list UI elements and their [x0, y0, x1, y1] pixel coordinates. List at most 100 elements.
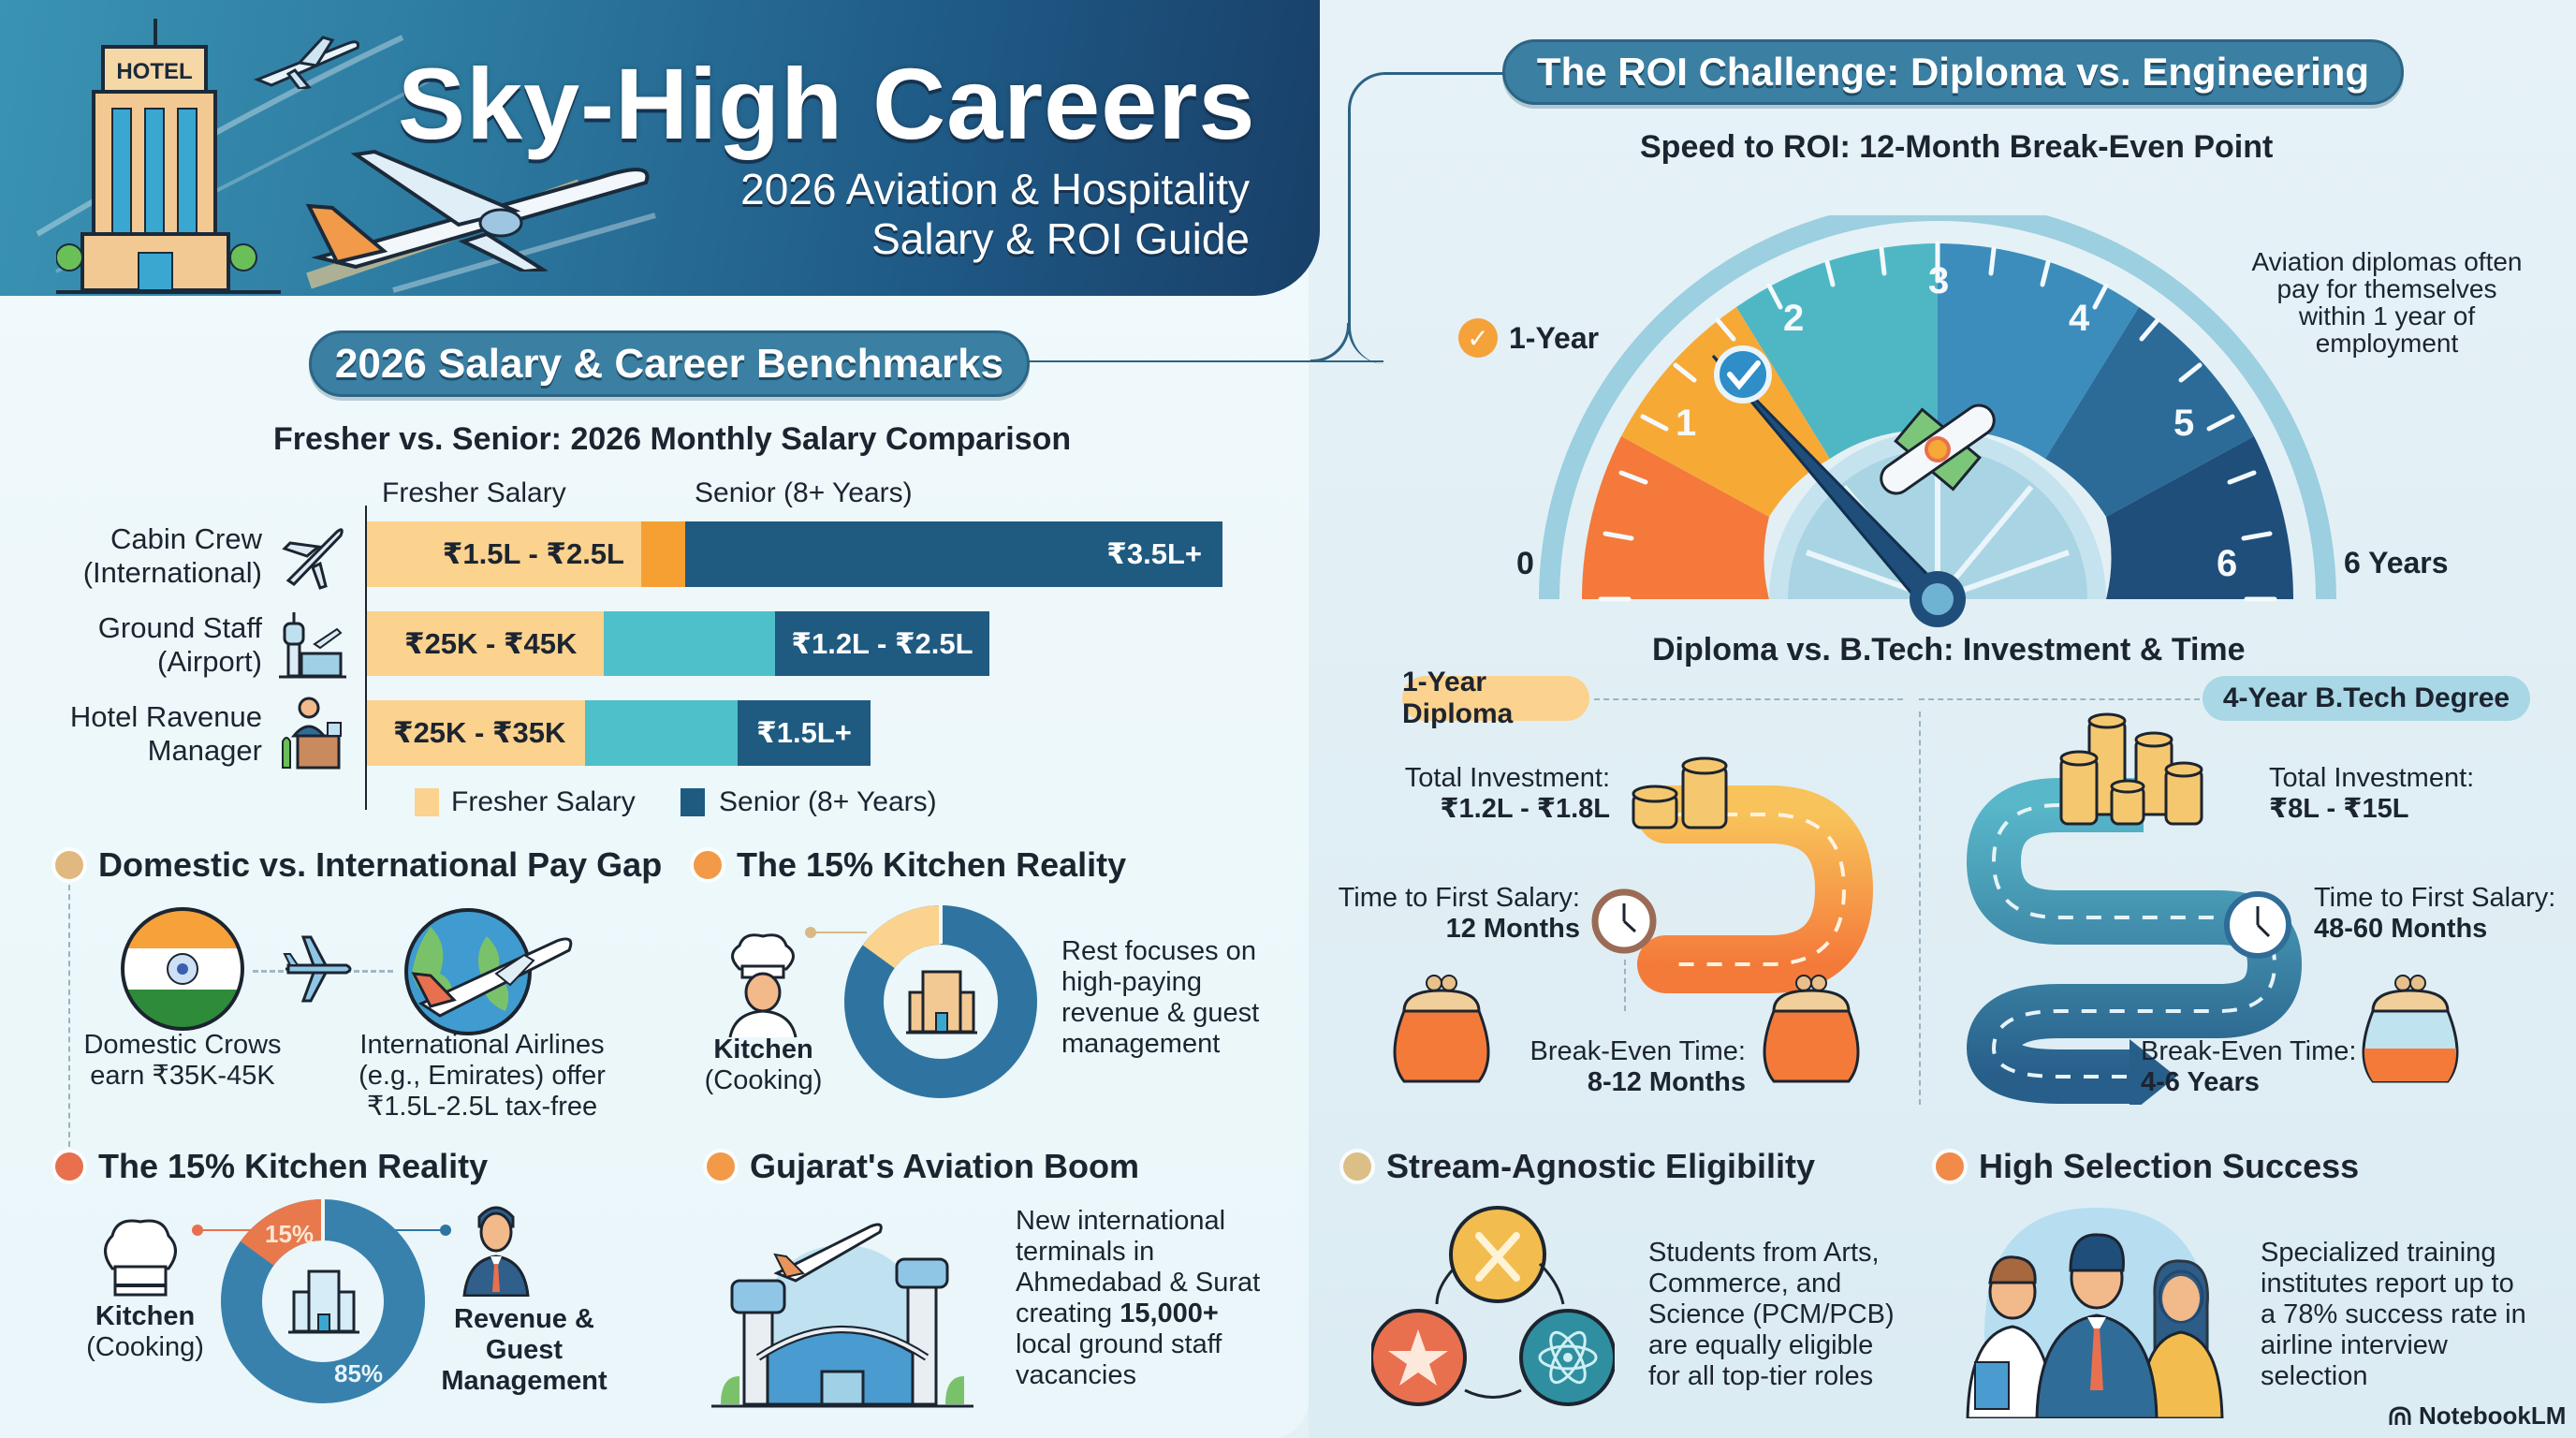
gujarat-heading: Gujarat's Aviation Boom [707, 1147, 1139, 1186]
kitchen-donut-chart-b [221, 1198, 425, 1403]
bar-senior-cabin-crew: ₹3.5L+ [685, 521, 1222, 587]
diploma-label-pill: 1-Year Diploma [1402, 667, 1589, 729]
roi-gauge [1539, 215, 2336, 627]
diploma-time-to-salary: Time to First Salary: 12 Months [1338, 883, 1580, 944]
revenue-guest-label: Revenue & Guest Management [441, 1304, 607, 1396]
kitchen-label-a: Kitchen (Cooking) [704, 1034, 823, 1095]
bar-senior-ground-staff: ₹1.2L - ₹2.5L [775, 611, 989, 676]
btech-breakeven: Break-Even Time: 4-6 Years [2141, 1036, 2357, 1097]
row-label-hotel-revenue-manager: Hotel Ravenue Manager [69, 700, 262, 767]
gauge-tick-2: 2 [1783, 298, 1805, 339]
small-airplane-icon [253, 36, 359, 89]
dashed-connector [1624, 960, 1626, 1011]
bar-fresher-ground-staff: ₹25K - ₹45K [367, 611, 604, 676]
diploma-investment: Total Investment: ₹1.2L - ₹1.8L [1404, 763, 1610, 824]
bullet-dot [707, 1152, 735, 1181]
benchmarks-section-pill: 2026 Salary & Career Benchmarks [309, 330, 1030, 397]
successful-team-icon [1966, 1208, 2224, 1418]
pay-gap-heading: Domestic vs. International Pay Gap [55, 845, 662, 885]
gauge-title: Speed to ROI: 12-Month Break-Even Point [1640, 129, 2274, 165]
btech-time-to-salary: Time to First Salary: 48-60 Months [2314, 883, 2556, 944]
bullet-dot [55, 851, 83, 879]
bullet-dot [1343, 1152, 1371, 1181]
chef-icon [728, 933, 798, 1038]
hotel-building-icon: HOTEL [56, 19, 281, 294]
airport-terminal-icon [711, 1223, 973, 1408]
revenue-pointer-line [379, 1229, 445, 1231]
gauge-tick-0: 0 [1516, 546, 1534, 581]
gauge-tick-4: 4 [2069, 298, 2090, 339]
front-desk-icon [282, 697, 342, 770]
check-icon: ✓ [1458, 318, 1498, 358]
gauge-tick-6: 6 [2217, 543, 2238, 584]
salary-chart-title: Fresher vs. Senior: 2026 Monthly Salary … [273, 421, 1072, 457]
kitchen-label-b: Kitchen (Cooking) [86, 1301, 204, 1362]
revenue-pointer-dot [440, 1225, 451, 1236]
banner-title: Sky-High Careers [398, 47, 1256, 160]
divider-dashed-left [1594, 698, 1903, 700]
airplane-icon [282, 528, 344, 590]
banner-subtitle-line2: Salary & ROI Guide [871, 214, 1250, 263]
timeline-dashed-line [68, 875, 70, 1147]
btech-road [1966, 778, 2303, 1105]
airplane-icon [283, 935, 352, 1003]
large-airplane-icon [305, 149, 650, 271]
kitchen-pointer-dot-a [805, 927, 816, 938]
bar-mid-ground-staff [604, 611, 775, 676]
gujarat-description: New international terminals in Ahmedabad… [1016, 1206, 1261, 1390]
globe-airplane-icon [404, 908, 573, 1035]
chef-hat-icon [104, 1219, 177, 1297]
col-header-senior: Senior (8+ Years) [695, 477, 913, 508]
chart-axis [365, 506, 367, 810]
bar-senior-hotel-revenue: ₹1.5L+ [738, 700, 871, 766]
row-label-ground-staff: Ground Staff (Airport) [97, 611, 262, 678]
manager-person-icon [462, 1206, 530, 1297]
bullet-dot [1936, 1152, 1964, 1181]
pill-connector-h2 [1393, 72, 1505, 75]
divider-dashed-right [1919, 698, 2200, 700]
pill-connector-h1 [1028, 360, 1383, 364]
stream-cycle-icon [1371, 1206, 1615, 1406]
kitchen-description-a: Rest focuses on high-paying revenue & gues… [1061, 936, 1260, 1059]
kitchen-pointer-line-a [811, 932, 867, 933]
india-flag-icon [121, 907, 244, 1031]
coin-purse-icon [1763, 975, 1860, 1083]
bar-gap-cabin-crew [641, 521, 685, 587]
international-crew-pay: International Airlines (e.g., Emirates) o… [359, 1030, 606, 1122]
eligibility-description: Students from Arts, Commerce, and Science … [1648, 1238, 1895, 1391]
kitchen-pointer-dot-b [192, 1225, 203, 1236]
roi-section-pill: The ROI Challenge: Diploma vs. Engineeri… [1502, 39, 2404, 105]
control-tower-icon [279, 612, 346, 679]
gauge-marker-legend: ✓ 1-Year [1458, 318, 1599, 358]
col-header-fresher: Fresher Salary [382, 477, 566, 508]
gauge-end-label: 6 Years [2344, 546, 2449, 580]
legend-label-fresher: Fresher Salary [451, 786, 636, 817]
eligibility-heading: Stream-Agnostic Eligibility [1343, 1147, 1815, 1186]
notebooklm-brand: NotebookLM [2389, 1401, 2566, 1431]
legend-label-senior: Senior (8+ Years) [719, 786, 937, 817]
pill-connector-curve [1348, 72, 1395, 364]
bar-fresher-hotel-revenue: ₹25K - ₹35K [367, 700, 585, 766]
coin-purse-icon [1393, 975, 1490, 1083]
diploma-road [1637, 785, 1874, 993]
kitchen-donut-chart-a [844, 902, 1037, 1098]
banner-subtitle-line1: 2026 Aviation & Hospitality [740, 165, 1250, 213]
btech-label-pill: 4-Year B.Tech Degree [2203, 676, 2530, 721]
kitchen-reality-heading-a: The 15% Kitchen Reality [694, 845, 1126, 885]
hotel-icon [288, 1269, 359, 1334]
diploma-breakeven: Break-Even Time: 8-12 Months [1530, 1036, 1746, 1097]
bar-fresher-cabin-crew: ₹1.5L - ₹2.5L [367, 521, 641, 587]
row-label-cabin-crew: Cabin Crew (International) [82, 522, 262, 589]
coin-stack-icon [1632, 756, 1728, 829]
kitchen-percent-label: 15% [265, 1220, 315, 1248]
legend-swatch-fresher [415, 788, 439, 816]
hotel-sign: HOTEL [116, 59, 192, 84]
domestic-crew-pay: Domestic Crows earn ₹35K-45K [83, 1030, 282, 1091]
rest-percent-label: 85% [334, 1359, 384, 1387]
btech-investment: Total Investment: ₹8L - ₹15L [2269, 763, 2475, 824]
clock-icon [2224, 891, 2291, 959]
hotel-icon [906, 970, 977, 1034]
coin-purse-icon [2362, 975, 2459, 1083]
selection-description: Specialized training institutes report up… [2261, 1238, 2526, 1391]
gauge-tick-3: 3 [1928, 260, 1950, 301]
